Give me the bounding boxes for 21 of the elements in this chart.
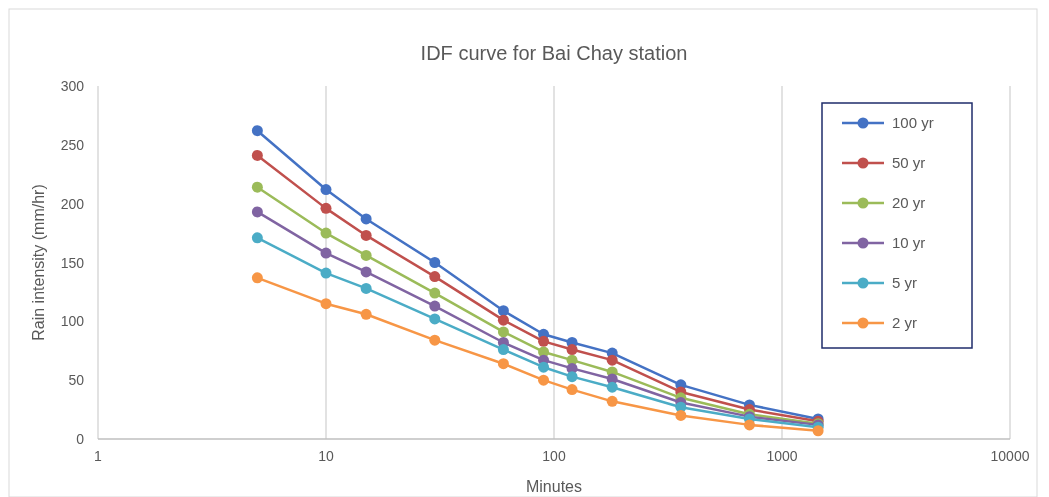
legend-label: 100 yr (892, 114, 934, 131)
legend-label: 50 yr (892, 154, 926, 171)
x-axis-title: Minutes (525, 478, 583, 495)
x-tick-label: 1 (94, 448, 103, 464)
legend-label: 5 yr (892, 274, 918, 291)
y-tick-label: 0 (76, 431, 85, 447)
y-axis-title: Rain intensity (mm/hr) (30, 184, 47, 341)
x-tick-label: 100 (542, 448, 566, 464)
x-tick-label: 10000 (990, 448, 1030, 464)
x-tick-label: 10 (318, 448, 334, 464)
chart-title: IDF curve for Bai Chay station (420, 42, 688, 64)
legend-label: 10 yr (892, 234, 926, 251)
legend-label: 20 yr (892, 194, 926, 211)
y-tick-label: 50 (68, 372, 85, 389)
legend-label: 2 yr (892, 314, 918, 331)
y-tick-label: 250 (60, 136, 85, 153)
y-tick-label: 200 (60, 195, 85, 212)
y-tick-label: 300 (60, 78, 85, 94)
x-tick-label: 1000 (766, 448, 798, 464)
y-tick-label: 100 (60, 313, 85, 330)
y-tick-label: 150 (60, 254, 85, 271)
